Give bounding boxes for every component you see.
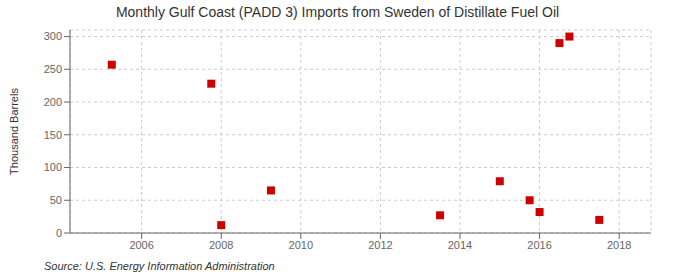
svg-text:0: 0 bbox=[56, 227, 62, 239]
html-text:Monthly Gulf Coast (PADD 3) Im: Monthly Gulf Coast (PADD 3) Imports from… bbox=[115, 4, 560, 20]
svg-text:250: 250 bbox=[44, 63, 62, 75]
svg-text:50: 50 bbox=[50, 194, 62, 206]
svg-text:150: 150 bbox=[44, 129, 62, 141]
svg-text:2012: 2012 bbox=[368, 239, 392, 251]
svg-text:200: 200 bbox=[44, 96, 62, 108]
svg-text:2006: 2006 bbox=[129, 239, 153, 251]
svg-text:2010: 2010 bbox=[289, 239, 313, 251]
svg-text:300: 300 bbox=[44, 30, 62, 42]
svg-text:2018: 2018 bbox=[607, 239, 631, 251]
svg-text:100: 100 bbox=[44, 161, 62, 173]
html-text:Source: U.S. Energy Informatio: Source: U.S. Energy Information Administ… bbox=[44, 260, 275, 272]
svg-text:Thousand Barrels: Thousand Barrels bbox=[8, 88, 20, 175]
svg-text:2014: 2014 bbox=[448, 239, 472, 251]
svg-text:2008: 2008 bbox=[209, 239, 233, 251]
svg-text:2016: 2016 bbox=[527, 239, 551, 251]
